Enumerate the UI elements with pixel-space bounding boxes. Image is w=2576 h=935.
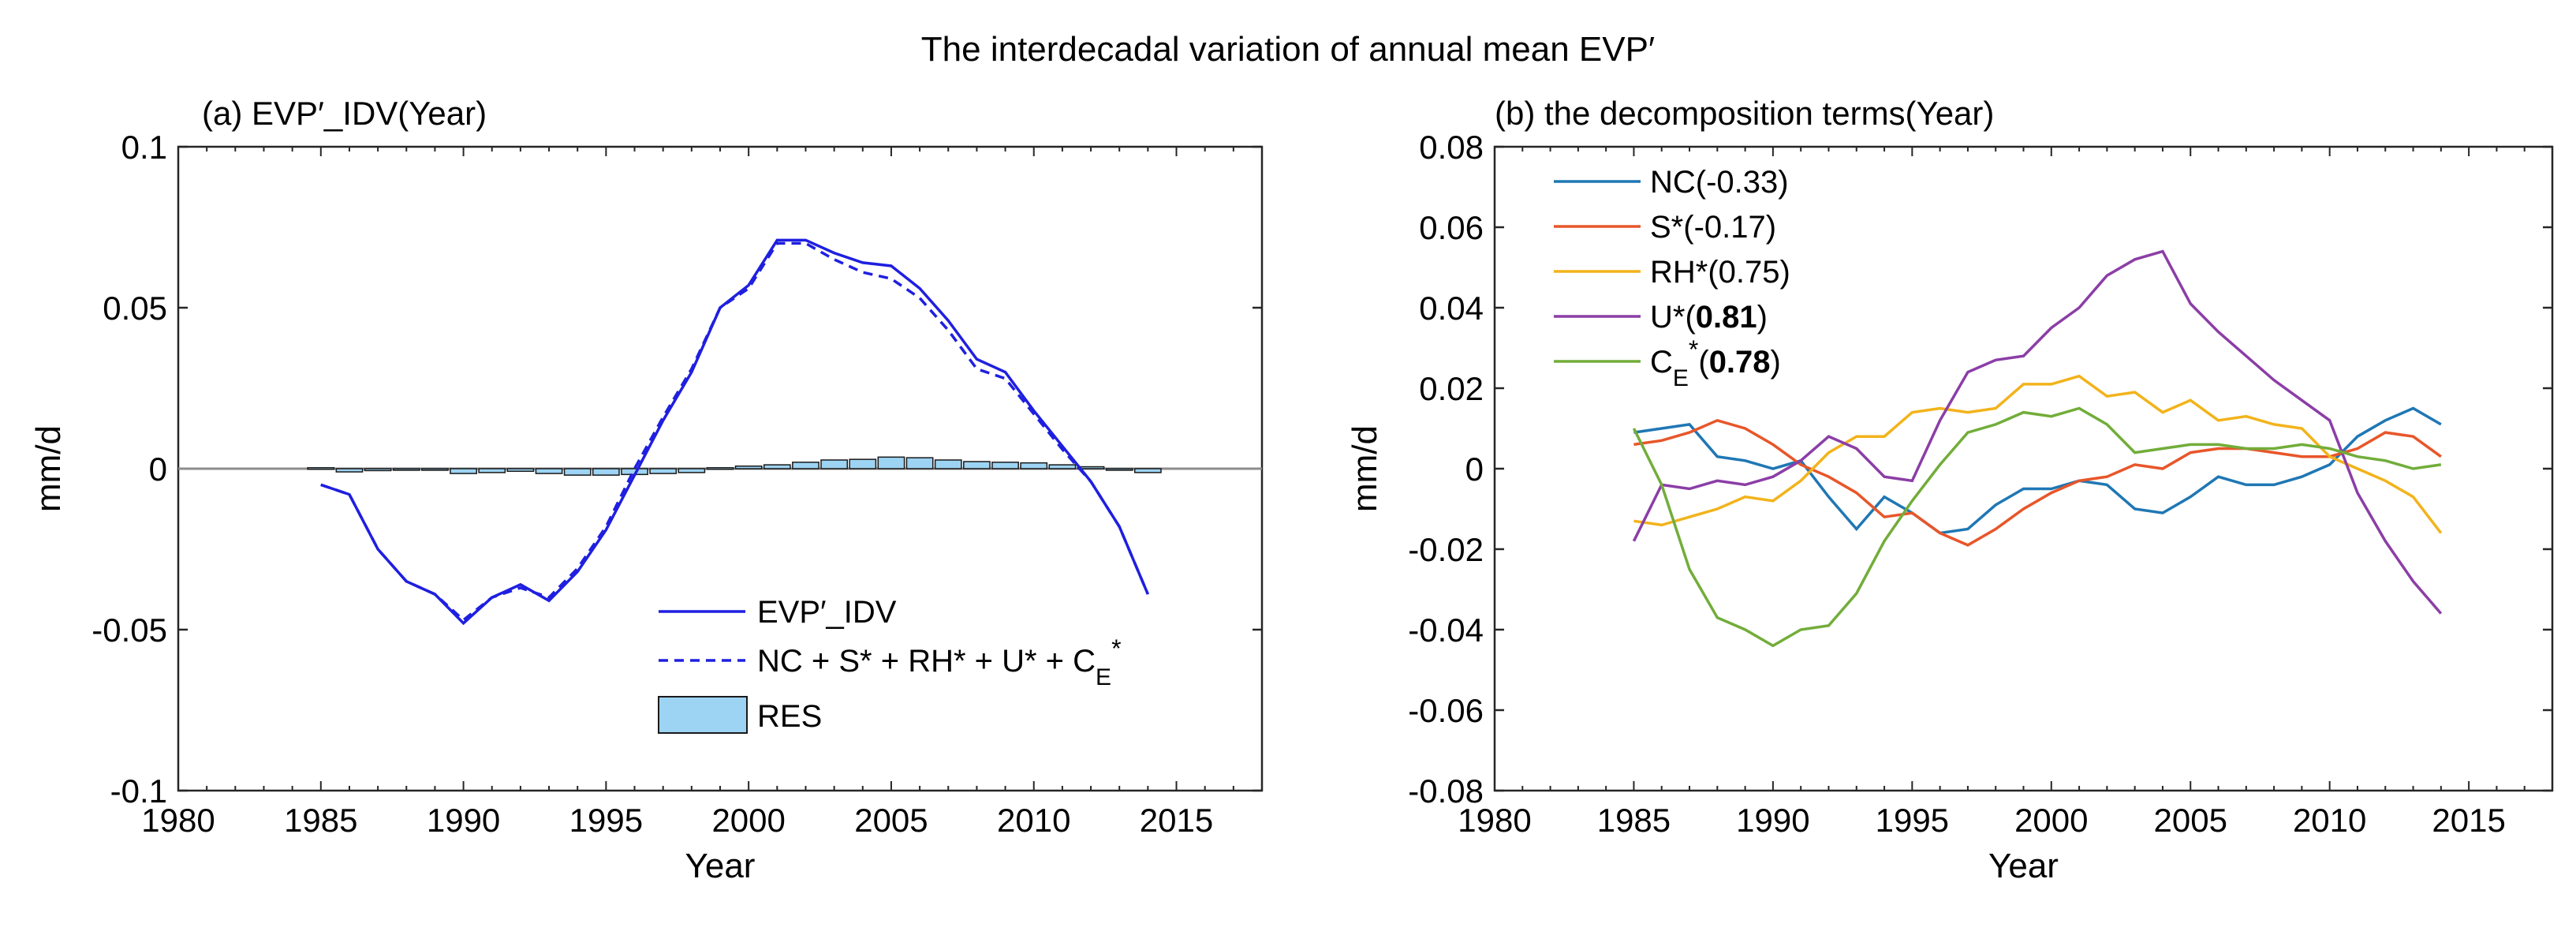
series-line-ce [1632,406,2442,648]
legend-label: S*(-0.17) [1650,210,1776,245]
y-tick-label: -0.08 [1408,772,1484,810]
x-axis-label: Year [1988,847,2059,885]
panel-title: (a) EVP′_IDV(Year) [202,95,487,132]
legend-label-evp: EVP′_IDV [757,595,897,630]
series-line-u [1632,249,2443,615]
res-bar [649,468,678,474]
res-bar [963,461,991,469]
res-bar [1048,464,1077,469]
res-bar [478,468,506,473]
res-bar [678,468,706,473]
sum-terms-line [320,241,1149,623]
y-tick-label: 0 [149,451,167,488]
x-tick-label: 2005 [2154,802,2227,839]
res-bar [763,464,791,469]
res-bar [849,458,877,469]
res-bar [1133,468,1162,473]
y-axis-label: mm/d [1346,425,1384,512]
res-bar [535,468,563,474]
x-tick-label: 1990 [427,802,500,839]
y-tick-label: 0.06 [1419,209,1484,246]
res-bar [734,465,763,469]
x-tick-label: 2010 [997,802,1070,839]
res-bar [392,468,420,471]
res-bar [1077,466,1105,469]
y-tick-label: 0.05 [103,290,167,327]
y-tick-label: 0.04 [1419,290,1484,327]
x-tick-label: 2010 [2293,802,2366,839]
y-axis-label: mm/d [29,425,68,512]
res-bar [991,462,1019,469]
x-tick-label: 1985 [284,802,357,839]
x-tick-label: 1980 [141,802,215,839]
res-bar [905,457,934,469]
res-bar [364,468,392,472]
x-tick-label: 1995 [569,802,643,839]
legend-label-sum: NC + S* + RH* + U* + CE* [757,634,1122,690]
res-bar [877,456,905,469]
legend-swatch-res [658,696,748,734]
x-tick-label: 2005 [854,802,928,839]
x-tick-label: 1985 [1597,802,1671,839]
y-tick-label: -0.1 [110,772,167,810]
y-tick-label: 0.02 [1419,370,1484,407]
res-bar [1105,468,1133,471]
evp-idv-line [320,238,1149,626]
res-bar [820,459,849,469]
legend-label: NC(-0.33) [1650,165,1789,200]
res-bar [934,459,962,469]
y-tick-label: -0.02 [1408,531,1484,568]
res-bar [335,468,364,473]
res-bar [706,467,734,470]
y-tick-label: -0.04 [1408,611,1484,649]
res-bar [563,468,592,476]
figure-title: The interdecadal variation of annual mea… [920,30,1656,69]
panel-a-chart: (a) EVP′_IDV(Year) -0.1 -0.05 0 0.05 0.1 1980 1… [29,95,1264,885]
y-tick-label: 0 [1465,451,1484,488]
res-bar [1020,462,1048,469]
y-tick-label: -0.05 [91,611,167,649]
x-axis-label: Year [685,847,756,885]
res-bar [506,468,535,473]
legend-label: U*(0.81) [1650,300,1768,335]
legend-label: CE*(0.78) [1650,335,1781,391]
res-bar [792,462,819,469]
x-tick-label: 1980 [1458,802,1531,839]
panel-b-chart: (b) the decomposition terms(Year) -0.08 -0… [1346,95,2554,885]
x-tick-label: 2015 [1140,802,1213,839]
res-bar [421,468,449,471]
x-tick-label: 2000 [711,802,785,839]
x-tick-label: 2015 [2432,802,2505,839]
x-tick-label: 1995 [1876,802,1949,839]
x-tick-label: 1990 [1736,802,1809,839]
series-line-nc [1633,406,2442,535]
y-tick-label: 0.1 [121,129,167,166]
x-tick-label: 2000 [2014,802,2088,839]
y-tick-label: -0.06 [1408,692,1484,729]
res-bar [307,467,335,470]
series-line-s [1633,418,2442,547]
legend-label: RH*(0.75) [1650,255,1790,290]
series-line-rh [1633,374,2443,534]
res-bar [450,468,477,474]
y-tick-label: 0.08 [1419,129,1484,166]
res-bar [592,468,620,476]
legend-label-res: RES [757,699,822,734]
panel-title: (b) the decomposition terms(Year) [1495,95,1994,132]
